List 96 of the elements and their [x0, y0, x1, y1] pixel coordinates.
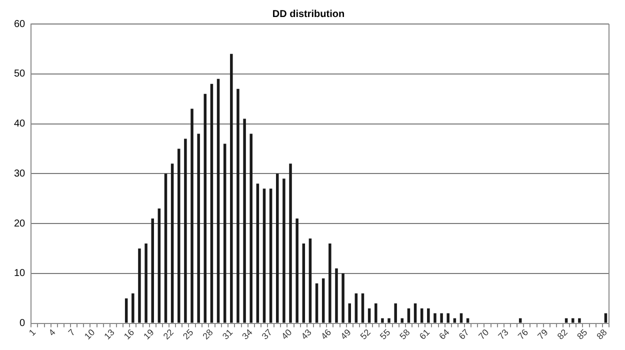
x-tick-label: 1: [26, 327, 38, 338]
bar: [177, 148, 180, 323]
bar: [236, 88, 240, 323]
bar: [394, 303, 397, 323]
bar: [296, 218, 298, 323]
bar: [308, 238, 312, 323]
bar: [407, 308, 410, 323]
bar: [440, 313, 443, 323]
bar: [361, 293, 364, 323]
y-tick-label: 50: [14, 68, 26, 80]
bar: [302, 243, 306, 323]
bar: [381, 318, 384, 323]
bar: [427, 308, 430, 323]
x-tick-label: 79: [536, 327, 550, 342]
x-tick-label: 4: [46, 327, 58, 338]
bar: [315, 283, 318, 323]
bar: [250, 134, 252, 323]
bar: [374, 303, 378, 323]
x-tick-label: 43: [299, 327, 314, 342]
bar: [124, 298, 128, 323]
bar: [190, 108, 194, 323]
bar: [164, 174, 168, 323]
y-tick-label: 20: [14, 218, 26, 230]
bar: [132, 293, 134, 323]
x-tick-label: 67: [456, 327, 471, 342]
bar: [276, 174, 279, 323]
bar: [269, 188, 272, 323]
bar: [262, 188, 266, 323]
bar: [230, 54, 233, 323]
x-tick-label: 85: [575, 327, 590, 342]
y-tick-label: 0: [20, 318, 26, 330]
bar: [328, 243, 332, 323]
bar: [335, 268, 338, 323]
x-tick-label: 73: [496, 327, 510, 342]
x-tick-label: 61: [417, 327, 432, 342]
chart-title: DD distribution: [272, 8, 345, 20]
bar: [322, 278, 325, 323]
x-tick-label: 70: [476, 327, 491, 342]
bar: [223, 144, 226, 323]
x-tick-label: 22: [161, 327, 176, 342]
bar: [572, 318, 574, 323]
bar: [518, 318, 522, 323]
x-tick-label: 82: [555, 327, 570, 342]
x-tick-label: 16: [122, 327, 136, 342]
bar: [453, 318, 456, 323]
bar: [342, 273, 344, 323]
bar: [348, 303, 351, 323]
x-tick-label: 37: [260, 327, 274, 342]
bar: [368, 308, 371, 323]
bar: [414, 303, 417, 323]
x-tick-label: 55: [378, 327, 392, 342]
bar: [400, 318, 404, 323]
x-tick-label: 40: [280, 327, 294, 342]
x-tick-label: 28: [200, 327, 215, 342]
bar: [354, 293, 358, 323]
bar: [210, 84, 214, 323]
x-tick-label: 52: [358, 327, 372, 342]
bar: [138, 248, 141, 323]
bar: [151, 218, 154, 323]
x-tick-label: 7: [66, 327, 77, 338]
x-tick-label: 58: [398, 327, 412, 342]
x-tick-label: 49: [338, 327, 353, 342]
y-tick-label: 60: [14, 18, 26, 30]
x-tick-label: 13: [102, 327, 116, 342]
bar: [197, 134, 200, 323]
bar: [243, 118, 246, 323]
bar: [216, 78, 220, 323]
bar: [564, 318, 568, 323]
x-tick-label: 10: [82, 327, 97, 342]
bar: [434, 313, 436, 323]
y-tick-label: 10: [14, 268, 26, 280]
bar: [158, 208, 161, 323]
x-tick-label: 88: [594, 327, 609, 342]
bar: [466, 318, 470, 323]
bar: [282, 178, 286, 323]
bar: [144, 243, 148, 323]
bar: [578, 318, 581, 323]
x-tick-label: 34: [240, 327, 254, 342]
x-tick-label: 25: [181, 327, 196, 342]
x-tick-label: 46: [318, 327, 334, 342]
bar: [388, 318, 390, 323]
bar: [256, 184, 260, 323]
x-tick-label: 76: [516, 327, 530, 342]
x-tick-label: 31: [220, 327, 235, 342]
bar: [289, 164, 292, 323]
bar: [204, 94, 207, 323]
bar: [420, 308, 424, 323]
bar: [446, 313, 450, 323]
bar: [460, 313, 463, 323]
bar: [184, 138, 187, 323]
x-tick-label: 64: [437, 327, 452, 342]
bar: [604, 313, 608, 323]
x-tick-label: 19: [142, 327, 156, 342]
y-tick-label: 40: [14, 118, 26, 130]
y-tick-label: 30: [14, 168, 26, 180]
bar: [170, 164, 174, 323]
